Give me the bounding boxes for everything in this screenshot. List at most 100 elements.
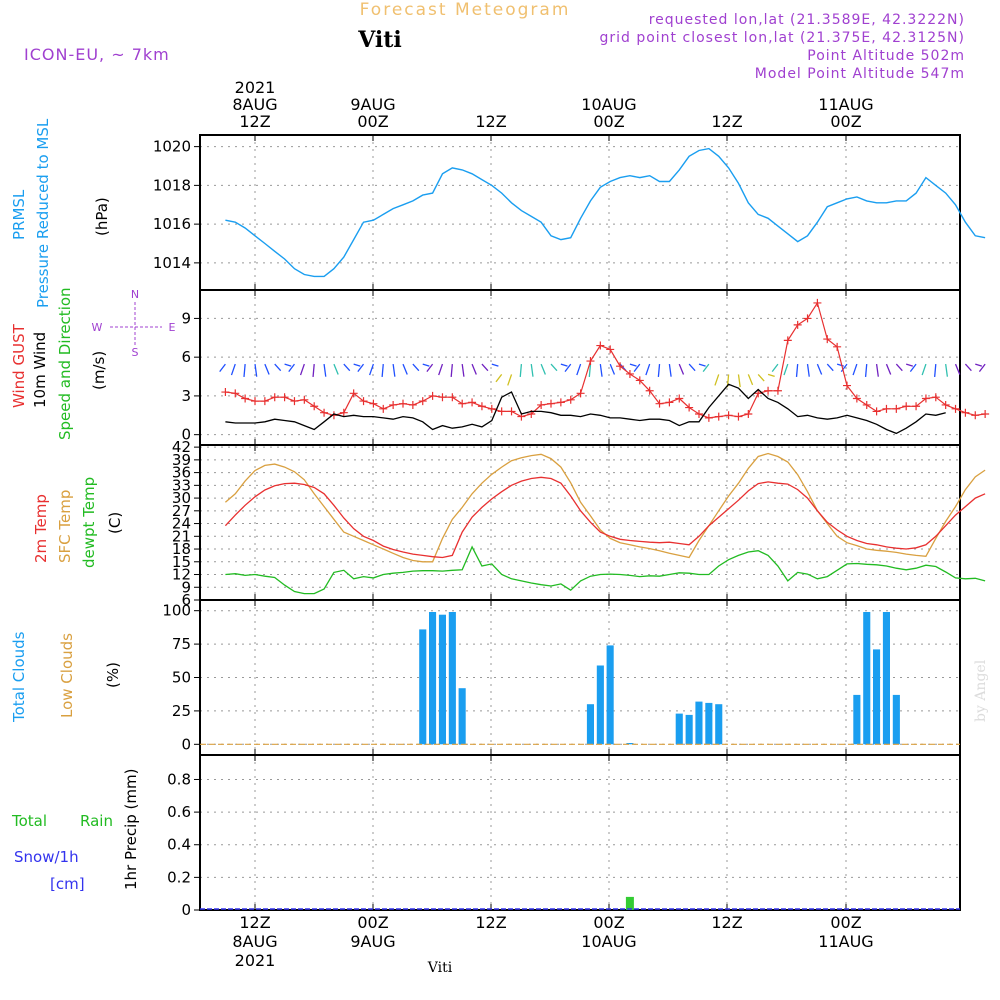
wind-arrow [564, 363, 572, 372]
wind-arrow [826, 363, 834, 372]
wind-gust-marker [665, 398, 674, 407]
wind-arrow [852, 363, 858, 376]
bottom-axis-hour: 12Z [711, 913, 742, 932]
wind-gust-marker [833, 342, 842, 351]
y-tick-label: 0.4 [167, 836, 191, 854]
pressure-label-long: Pressure Reduced to MSL [34, 118, 52, 308]
cloud-bar [873, 649, 881, 745]
wind-gust-marker [349, 389, 358, 398]
top-axis-hour: 12Z [711, 112, 742, 131]
bottom-axis-hour: 12Z [239, 913, 270, 932]
compass-south: S [132, 346, 139, 359]
wind-arrow [629, 363, 637, 367]
wind-arrow [885, 363, 892, 375]
wind-gust-marker [931, 393, 940, 402]
wind-arrow [530, 363, 534, 377]
wind-arrow [836, 363, 844, 367]
precip-bars [200, 896, 960, 910]
y-tick-label: 0 [181, 426, 191, 444]
wind-gust-marker [596, 341, 605, 350]
wind-arrow [519, 364, 523, 377]
wind-gust-marker [971, 411, 980, 420]
wind-gust-marker [695, 410, 703, 418]
requested-coords: requested lon,lat (21.3589E, 42.3222N) [649, 12, 965, 28]
wind-gust-marker [241, 394, 250, 403]
cloud-bar [626, 743, 634, 745]
compass-west: W [92, 321, 103, 334]
wind-arrow [783, 363, 789, 376]
pressure-label-short: PRMSL [10, 189, 28, 240]
wind-gust-marker [675, 394, 684, 403]
wind-arrow [495, 374, 503, 383]
wind-arrow [702, 363, 710, 372]
wind-gust-marker [724, 411, 733, 420]
wind-gust-marker [477, 402, 486, 411]
wind-arrow [357, 363, 365, 372]
bottom-axis-date: 10AUG [581, 932, 636, 951]
wind-gust-marker [251, 397, 259, 406]
cloud-bar [705, 702, 713, 745]
wind-arrow [412, 363, 420, 372]
wind-gust-marker [507, 407, 516, 416]
wind-gust-marker [655, 399, 664, 408]
cloud-bar [458, 688, 466, 745]
y-tick-label: 75 [172, 635, 191, 653]
wind-gust-marker [783, 336, 792, 345]
gust-label: Wind GUST [10, 323, 28, 408]
wind-arrow [312, 364, 315, 377]
precip-unit: 1hr Precip (mm) [122, 769, 140, 890]
wind-arrow [343, 363, 351, 372]
bottom-axis-date: 11AUG [818, 932, 873, 951]
wind-arrow [491, 363, 499, 367]
wind-gust-marker [359, 397, 368, 406]
y-tick-label: 6 [181, 591, 191, 609]
wind-gust-marker [951, 404, 960, 413]
wind-arrow [368, 363, 375, 376]
wind-unit: (m/s) [90, 351, 108, 390]
wind-gust-marker [764, 386, 773, 395]
wind-gust-marker [645, 386, 654, 395]
y-tick-label: 9 [181, 578, 191, 596]
top-axis-hour: 12Z [239, 112, 270, 131]
gridpoint-coords: grid point closest lon,lat (21.375E, 42.… [599, 30, 965, 46]
wind-speed-line [225, 383, 946, 435]
top-axis-hour: 00Z [830, 112, 861, 131]
y-tick-label: 1016 [153, 215, 191, 233]
cloud-bar [892, 694, 900, 745]
wind-arrow [737, 374, 741, 388]
wind-gust-marker [428, 391, 437, 400]
location-title: Viti [357, 27, 402, 53]
wind-gust-marker [339, 408, 348, 417]
model-label: ICON-EU, ~ 7km [24, 45, 170, 64]
low-clouds-label: Low Clouds [58, 633, 76, 718]
cloud-bar [438, 614, 446, 745]
wind-arrow [264, 363, 270, 375]
wind-gust-marker [961, 408, 970, 417]
wind-gust-marker [803, 314, 812, 323]
y-tick-label: 9 [181, 309, 191, 327]
wind-arrow [507, 374, 513, 386]
rain-bar [625, 896, 634, 910]
wind-gust-marker [754, 389, 763, 398]
model-altitude: Model Point Altitude 547m [755, 66, 965, 82]
wind-label: 10m Wind [31, 332, 49, 408]
top-axis-date: 8AUG [232, 95, 277, 114]
wind-gust-marker [231, 389, 240, 398]
wind-gust-marker [714, 412, 723, 421]
plot-layers [200, 147, 990, 910]
pressure-line [225, 147, 986, 278]
wind-direction-arrows [219, 363, 986, 388]
wind-gust-marker [389, 400, 398, 409]
wind-gust-marker [882, 404, 891, 413]
wind-arrow [864, 364, 868, 377]
wind-gust-marker [843, 381, 851, 390]
temp-sfc-label: SFC Temp [56, 490, 74, 563]
wind-arrow [333, 363, 339, 375]
wind-gust-marker [912, 402, 921, 411]
temp-dewpt-label: dewpt Temp [80, 477, 98, 568]
wind-gust-marker [458, 399, 467, 408]
wind-arrow [392, 363, 396, 377]
wind-gust-line [225, 301, 986, 419]
cloud-bar [685, 714, 693, 745]
